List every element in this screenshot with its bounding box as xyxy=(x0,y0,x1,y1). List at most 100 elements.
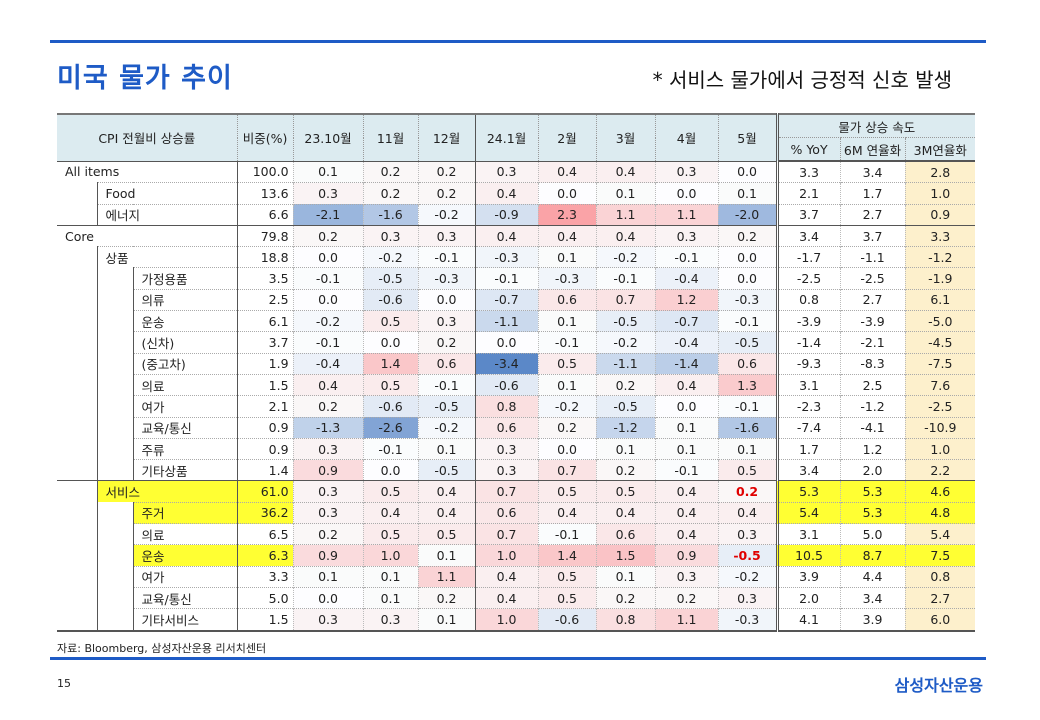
month-value: -0.4 xyxy=(654,331,719,354)
yoy-value: -1.4 xyxy=(775,331,841,354)
month-value: 0.2 xyxy=(717,480,778,503)
month-value: 0.3 xyxy=(474,437,539,460)
table-row: 서비스 61.0 0.3 0.5 0.4 0.7 0.5 0.5 0.4 0.2 5.3 5.3 4.6 xyxy=(57,480,976,503)
month-value: 0.3 xyxy=(417,224,476,247)
month-value: 0.4 xyxy=(654,480,719,503)
weight-cell: 3.5 xyxy=(236,267,294,290)
annualized-3m-value: -5.0 xyxy=(904,310,976,332)
indent-spacer xyxy=(97,502,134,524)
month-value: 0.1 xyxy=(537,310,597,332)
month-value: -0.5 xyxy=(362,267,419,290)
annualized-3m-value: -10.9 xyxy=(904,416,976,439)
month-value: 0.8 xyxy=(595,608,656,632)
weight-cell: 0.9 xyxy=(236,437,294,460)
month-value: -0.1 xyxy=(717,310,778,332)
month-value: -0.1 xyxy=(654,246,719,268)
month-value: 0.5 xyxy=(537,586,597,609)
month-value: -0.1 xyxy=(417,246,476,268)
annualized-3m-value: 4.8 xyxy=(904,501,976,524)
yoy-value: -7.4 xyxy=(775,416,841,439)
month-value: -0.4 xyxy=(292,352,364,375)
weight-cell: 2.1 xyxy=(236,395,294,418)
month-value: 0.2 xyxy=(417,331,476,354)
row-label: 여가 xyxy=(133,395,238,418)
month-value: 0.0 xyxy=(292,288,364,311)
indent-spacer xyxy=(57,459,98,481)
indent-spacer xyxy=(57,395,98,418)
row-label: 서비스 xyxy=(97,480,238,503)
indent-spacer xyxy=(57,587,98,609)
annualized-3m-value: 2.2 xyxy=(904,459,976,481)
header-month: 2월 xyxy=(537,113,597,161)
table-row: 교육/통신 5.0 0.0 0.1 0.2 0.4 0.5 0.2 0.2 0.3 2.0 3.4 2.… xyxy=(57,586,976,609)
yoy-value: 3.7 xyxy=(775,203,841,226)
month-value: 0.5 xyxy=(595,480,656,503)
month-value: 0.4 xyxy=(537,224,597,247)
month-value: 0.7 xyxy=(474,523,539,545)
month-value: -0.1 xyxy=(292,331,364,354)
month-value: 0.4 xyxy=(654,523,719,545)
indent-spacer xyxy=(57,417,98,439)
annualized-6m-value: -4.1 xyxy=(839,416,906,439)
month-value: 0.5 xyxy=(717,459,778,481)
month-value: 0.4 xyxy=(417,501,476,524)
annualized-3m-value: 7.5 xyxy=(904,544,976,567)
month-value: 1.3 xyxy=(717,373,778,396)
indent-spacer xyxy=(57,502,98,524)
month-value: 0.2 xyxy=(595,586,656,609)
row-label: (중고차) xyxy=(133,352,238,375)
indent-spacer xyxy=(57,204,98,226)
month-value: -0.2 xyxy=(537,395,597,418)
weight-cell: 5.0 xyxy=(236,586,294,609)
weight-cell: 1.5 xyxy=(236,608,294,632)
month-value: 0.4 xyxy=(654,373,719,396)
month-value: 0.1 xyxy=(595,182,656,205)
month-value: -1.2 xyxy=(595,416,656,439)
month-value: -0.1 xyxy=(292,267,364,290)
month-value: -0.6 xyxy=(362,395,419,418)
month-value: 0.3 xyxy=(474,160,539,183)
month-value: 0.7 xyxy=(595,288,656,311)
month-value: -0.1 xyxy=(654,459,719,481)
month-value: 0.4 xyxy=(595,501,656,524)
header-month: 24.1월 xyxy=(474,113,539,161)
month-value: 0.1 xyxy=(362,586,419,609)
month-value: 0.8 xyxy=(474,395,539,418)
indent-spacer xyxy=(97,587,134,609)
indent-spacer xyxy=(57,374,98,396)
month-value: 0.0 xyxy=(537,437,597,460)
row-label: 주거 xyxy=(133,501,238,524)
month-value: 0.6 xyxy=(537,288,597,311)
month-value: -1.1 xyxy=(595,352,656,375)
month-value: -0.7 xyxy=(654,310,719,332)
indent-spacer xyxy=(57,331,98,354)
month-value: 0.1 xyxy=(292,160,364,183)
yoy-value: 3.4 xyxy=(775,224,841,247)
row-label: 의류 xyxy=(133,288,238,311)
month-value: 0.2 xyxy=(292,224,364,247)
month-value: 2.3 xyxy=(537,203,597,226)
month-value: 0.7 xyxy=(537,459,597,481)
header-yoy: % YoY xyxy=(775,137,841,162)
month-value: 0.1 xyxy=(537,373,597,396)
annualized-6m-value: 4.4 xyxy=(839,565,906,588)
month-value: -0.1 xyxy=(595,267,656,290)
month-value: 0.1 xyxy=(417,437,476,460)
month-value: -0.5 xyxy=(417,459,476,481)
month-value: 0.3 xyxy=(654,160,719,183)
month-value: 0.4 xyxy=(474,586,539,609)
table-row: 의류 2.5 0.0 -0.6 0.0 -0.7 0.6 0.7 1.2 -0.3 0.8 2.7 6.… xyxy=(57,288,976,311)
yoy-value: 3.9 xyxy=(775,565,841,588)
indent-spacer xyxy=(97,417,134,439)
annualized-6m-value: 5.3 xyxy=(839,501,906,524)
month-value: 0.0 xyxy=(474,331,539,354)
row-label: 가정용품 xyxy=(133,267,238,290)
table-row: 운송 6.3 0.9 1.0 0.1 1.0 1.4 1.5 0.9 -0.5 10.5 8.7 7.5 xyxy=(57,544,976,567)
annualized-6m-value: 3.4 xyxy=(839,160,906,183)
indent-spacer xyxy=(57,523,98,545)
month-value: -0.2 xyxy=(417,416,476,439)
indent-spacer xyxy=(57,566,98,588)
indent-spacer xyxy=(57,182,98,205)
annualized-3m-value: 2.8 xyxy=(904,160,976,183)
month-value: -3.4 xyxy=(474,352,539,375)
